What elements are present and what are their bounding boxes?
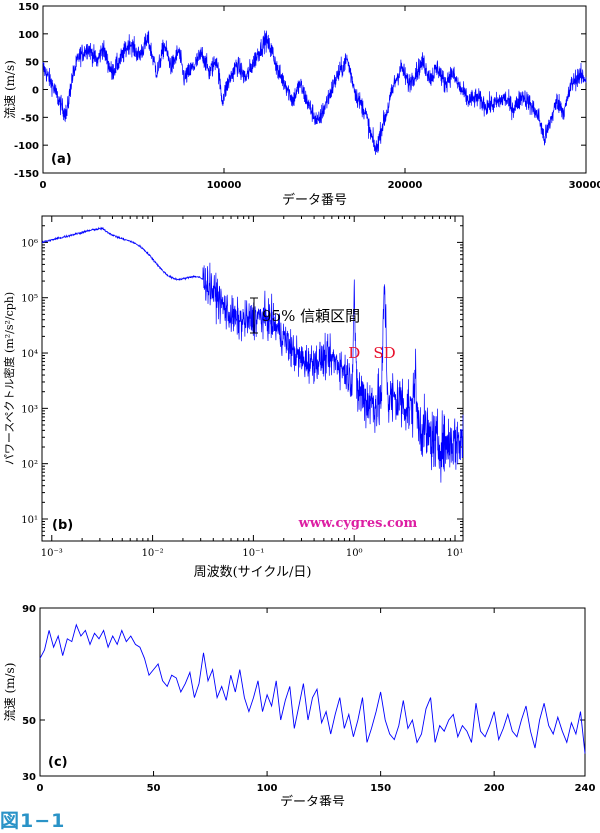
xtick-label-c: 100 (257, 783, 278, 794)
confidence-label: 95% 信頼区間 (262, 307, 360, 325)
ytick-label-b: 10² (21, 460, 38, 471)
xtick-label-c: 240 (575, 783, 596, 794)
ylabel-c: 流速 (m/s) (3, 663, 17, 722)
figure-caption: 図1−1 (0, 810, 66, 832)
plot-frame-a (42, 5, 587, 174)
ytick-label-c: 30 (22, 772, 36, 783)
watermark-text: www.cygres.com (298, 516, 418, 531)
ytick-label-c: 90 (22, 604, 36, 615)
xtick-label-b: 10¹ (447, 548, 464, 559)
ytick-label-a: 50 (25, 58, 39, 69)
ytick-label-a: -100 (14, 141, 39, 152)
xlabel-a: データ番号 (282, 192, 347, 208)
xtick-label-c: 150 (370, 783, 391, 794)
ytick-label-a: 0 (32, 86, 39, 97)
spectrum-line-b (42, 226, 464, 483)
xtick-label-a: 30000 (569, 180, 600, 191)
xlabel-b: 周波数(サイクル/日) (194, 565, 312, 580)
ytick-label-a: -50 (21, 113, 39, 124)
plot-frame-b (41, 215, 464, 542)
ylabel-b: パワースペクトル密度 (m²/s²/cph) (2, 292, 16, 465)
xtick-label-c: 50 (147, 783, 161, 794)
figure-canvas: -150 -100 -50 0 50 100 150 0 10000 20000 30000 (a) デ… (2, 2, 600, 806)
xtick-label-c: 0 (37, 783, 44, 794)
xtick-label-a: 0 (40, 180, 47, 191)
xtick-label-b: 10⁻² (142, 548, 164, 559)
xtick-label-c: 200 (484, 783, 505, 794)
xtick-label-a: 10000 (207, 180, 242, 191)
peak-label: SD (373, 344, 395, 362)
panel-label-a: (a) (51, 152, 72, 167)
ylabel-a: 流速 (m/s) (3, 60, 17, 119)
panel-label-b: (b) (52, 518, 73, 533)
panel-label-c: (c) (48, 755, 68, 770)
ytick-label-c: 50 (22, 716, 36, 727)
series-line-c (39, 623, 586, 754)
ytick-label-a: 100 (18, 30, 39, 41)
ytick-label-b: 10³ (21, 404, 38, 415)
xtick-label-b: 10⁻¹ (242, 548, 264, 559)
xtick-label-a: 20000 (388, 180, 423, 191)
plot-frame-c (39, 607, 586, 777)
peak-label: D (348, 344, 360, 362)
ytick-label-b: 10¹ (21, 515, 38, 526)
series-line-a (42, 30, 587, 155)
ytick-label-a: -150 (14, 169, 39, 180)
xtick-label-b: 10⁰ (346, 548, 363, 559)
ytick-label-b: 10⁴ (21, 349, 38, 360)
ytick-label-b: 10⁶ (21, 238, 38, 249)
ytick-label-b: 10⁵ (21, 294, 38, 305)
xtick-label-b: 10⁻³ (41, 548, 63, 559)
ytick-label-a: 150 (18, 2, 39, 13)
xlabel-c: データ番号 (280, 794, 345, 806)
